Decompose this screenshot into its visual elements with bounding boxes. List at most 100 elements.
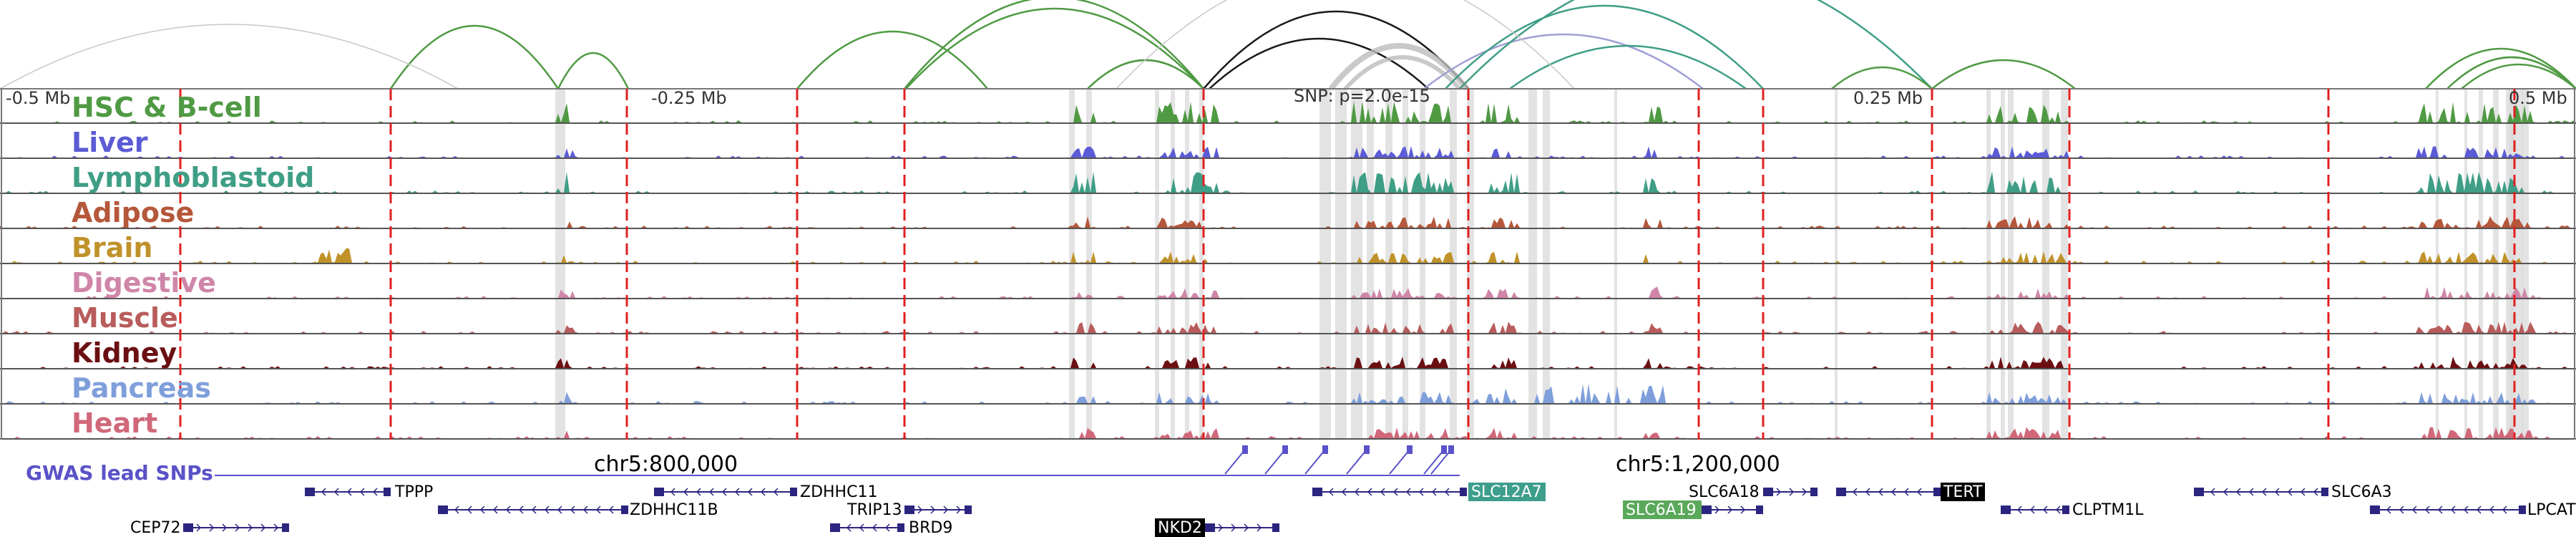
gene-strand-arrow xyxy=(222,523,228,532)
gene-exon xyxy=(1272,523,1279,532)
gene-strand-arrow xyxy=(2261,488,2267,496)
position-ruler: -0.5 Mb -0.25 Mb SNP: p=2.0e-15 0.25 Mb … xyxy=(6,86,2567,108)
gene-strand-arrow xyxy=(1444,488,1450,496)
gene-exon xyxy=(2062,505,2069,514)
gene-strand-arrow xyxy=(235,523,240,532)
loop-arc xyxy=(1423,33,1704,90)
gwas-snp-stem xyxy=(1389,449,1410,475)
gene-strand-arrow xyxy=(2502,505,2507,514)
gene-strand-arrow xyxy=(2210,488,2215,496)
gwas-snp-marker xyxy=(1441,445,1447,454)
gene-strand-arrow xyxy=(570,505,575,514)
ruler-label-minus-0-5: -0.5 Mb xyxy=(6,88,70,108)
gene-strand-arrow xyxy=(467,505,472,514)
gene-strand-arrow xyxy=(930,505,936,514)
gene-exon xyxy=(1460,488,1467,496)
gwas-snp-marker xyxy=(1242,445,1248,454)
gene-strand-arrow xyxy=(209,523,215,532)
gene-track: TPPP ZDHHC11 SLC12A7 SLC6A18 TERT SLC6A3… xyxy=(130,483,2576,537)
gene-strand-arrow xyxy=(2386,505,2391,514)
gene-exon xyxy=(1312,488,1322,496)
ruler-label-0-25: 0.25 Mb xyxy=(1853,88,1923,108)
gene-label-clptm1l: CLPTM1L xyxy=(2072,501,2144,519)
gene-exon xyxy=(1810,488,1818,496)
gene-strand-arrow xyxy=(943,505,949,514)
gene-exon xyxy=(2194,488,2204,496)
gwas-label: GWAS lead SNPs xyxy=(26,461,213,485)
gene-strand-arrow xyxy=(1431,488,1437,496)
gene-strand-arrow xyxy=(608,505,614,514)
gene-strand-arrow xyxy=(1727,505,1733,514)
gwas-snp-stem xyxy=(1423,449,1445,475)
track-label-heart: Heart xyxy=(72,407,157,439)
gwas-snp-marker xyxy=(1282,445,1288,454)
gene-strand-arrow xyxy=(518,505,524,514)
gene-strand-arrow xyxy=(372,488,378,496)
gene-exon xyxy=(1836,488,1846,496)
gene-strand-arrow xyxy=(505,505,511,514)
gene-strand-arrow xyxy=(760,488,766,496)
gene-strand-arrow xyxy=(1244,523,1249,532)
gene-strand-arrow xyxy=(1776,488,1782,496)
gene-strand-arrow xyxy=(1231,523,1236,532)
gene-strand-arrow xyxy=(2235,488,2241,496)
gwas-snp-marker xyxy=(1364,445,1370,454)
gene-strand-arrow xyxy=(956,505,962,514)
signal-tracks xyxy=(0,88,2576,440)
gene-exon xyxy=(2001,505,2011,514)
gene-strand-arrow xyxy=(846,523,852,532)
gene-strand-arrow xyxy=(747,488,753,496)
gene-strand-arrow xyxy=(884,523,890,532)
ruler-label-minus-0-25: -0.25 Mb xyxy=(651,88,727,108)
gene-strand-arrow xyxy=(2042,505,2048,514)
gene-exon xyxy=(183,523,193,532)
signal-area xyxy=(0,427,2576,438)
gene-strand-arrow xyxy=(2437,505,2443,514)
loop-arc xyxy=(1209,37,1429,90)
gene-strand-arrow xyxy=(721,488,727,496)
gene-exon xyxy=(305,488,315,496)
loop-arc xyxy=(2446,56,2576,90)
coordinate-left: chr5:800,000 xyxy=(594,452,738,477)
gene-strand-arrow xyxy=(2274,488,2280,496)
track-label-pancreas: Pancreas xyxy=(72,372,211,404)
gene-exon xyxy=(438,505,448,514)
loop-arc xyxy=(389,24,560,90)
gene-strand-arrow xyxy=(333,488,339,496)
track-labels: HSC & B-cell Liver Lymphoblastoid Adipos… xyxy=(72,92,314,439)
gene-strand-arrow xyxy=(1865,488,1870,496)
loop-arc xyxy=(1087,59,1204,90)
gene-strand-arrow xyxy=(2055,505,2061,514)
gene-strand-arrow xyxy=(582,505,588,514)
track-label-liver: Liver xyxy=(72,127,148,158)
signal-area xyxy=(0,321,2576,333)
gene-strand-arrow xyxy=(2248,488,2254,496)
gene-label-nkd2: NKD2 xyxy=(1158,519,1202,537)
gene-strand-arrow xyxy=(1418,488,1424,496)
gene-exon xyxy=(2519,505,2526,514)
ruler-label-snp: SNP: p=2.0e-15 xyxy=(1294,86,1430,106)
gene-label-lpcat1: LPCAT1 xyxy=(2527,501,2576,519)
gene-label-slc6a3: SLC6A3 xyxy=(2331,483,2392,501)
gene-strand-arrow xyxy=(1852,488,1858,496)
gene-strand-arrow xyxy=(708,488,714,496)
gene-label-slc6a18: SLC6A18 xyxy=(1689,483,1760,501)
gene-strand-arrow xyxy=(872,523,877,532)
gene-strand-arrow xyxy=(1916,488,1922,496)
loop-arc xyxy=(1445,4,1764,90)
gene-label-tert: TERT xyxy=(1943,483,1983,501)
gene-exon xyxy=(654,488,664,496)
gene-label-slc6a19: SLC6A19 xyxy=(1626,501,1697,519)
track-label-kidney: Kidney xyxy=(72,337,177,369)
gene-strand-arrow xyxy=(557,505,562,514)
gene-strand-arrow xyxy=(359,488,365,496)
gene-strand-arrow xyxy=(196,523,202,532)
gene-strand-arrow xyxy=(2424,505,2430,514)
gene-strand-arrow xyxy=(2476,505,2482,514)
gene-label-tppp: TPPP xyxy=(394,483,433,501)
track-label-lymphoblastoid: Lymphoblastoid xyxy=(72,162,314,193)
gene-exon xyxy=(830,523,840,532)
gene-strand-arrow xyxy=(1367,488,1372,496)
gwas-snp-marker xyxy=(1322,445,1328,454)
gene-strand-arrow xyxy=(773,488,779,496)
